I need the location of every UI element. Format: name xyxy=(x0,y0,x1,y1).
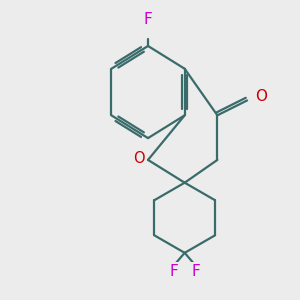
Text: F: F xyxy=(169,264,178,279)
Text: F: F xyxy=(192,264,200,279)
Text: F: F xyxy=(144,12,152,27)
Text: O: O xyxy=(133,151,145,166)
Text: O: O xyxy=(255,89,267,104)
